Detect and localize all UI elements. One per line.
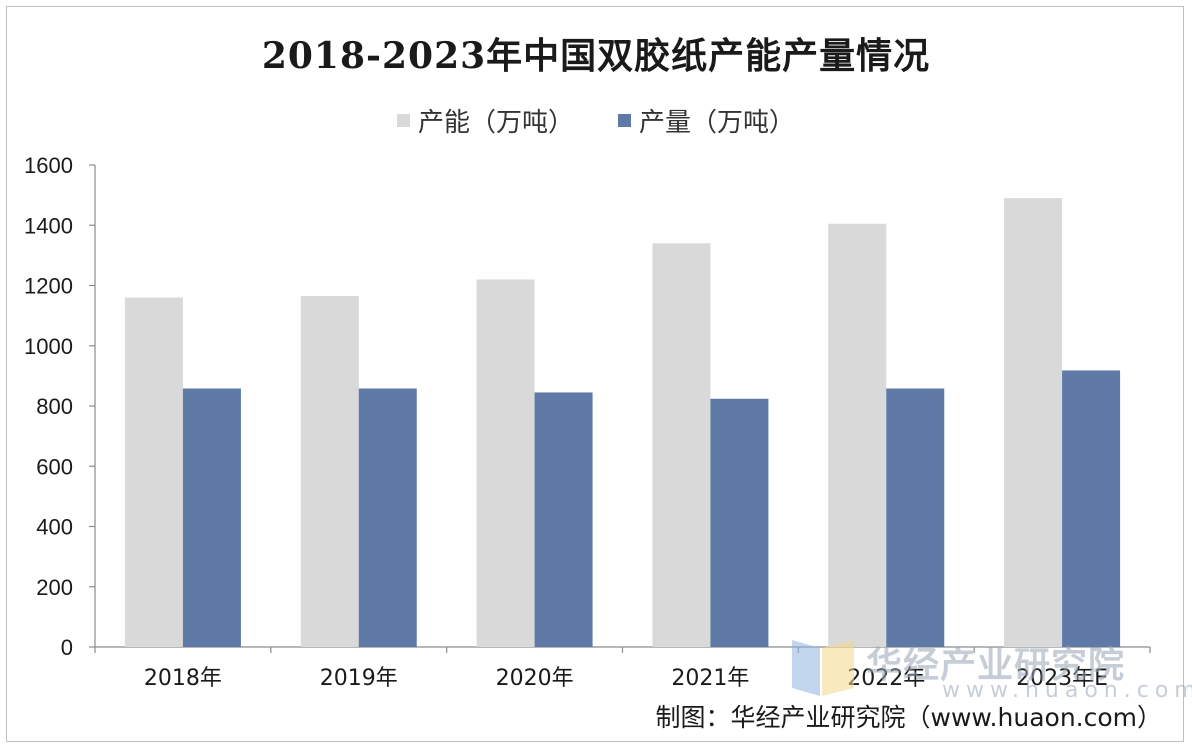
watermark-logo-icon: [792, 640, 854, 696]
x-tick-label: 2019年: [320, 666, 398, 691]
y-tick-label: 600: [36, 454, 73, 479]
bar-output: [358, 388, 417, 647]
y-tick-label: 400: [36, 515, 73, 540]
x-tick-label: 2022年: [847, 666, 925, 691]
chart-legend: 产能（万吨） 产量（万吨）: [0, 102, 1192, 139]
x-tick-label: 2021年: [671, 666, 749, 691]
legend-label-output: 产量（万吨）: [639, 108, 796, 138]
legend-swatch-capacity: [396, 114, 410, 127]
bar-capacity: [124, 297, 183, 647]
y-tick-label: 0: [61, 635, 73, 660]
bar-output: [886, 388, 945, 647]
bar-capacity: [1004, 198, 1063, 647]
y-tick-label: 1200: [24, 274, 73, 299]
source-note: 制图：华经产业研究院（www.huaon.com）: [655, 703, 1162, 732]
y-tick-label: 800: [36, 394, 73, 419]
y-tick-label: 1400: [24, 213, 73, 238]
chart-title: 2018-2023年中国双胶纸产能产量情况: [261, 35, 931, 77]
bar-capacity: [476, 279, 535, 647]
bar-output: [534, 392, 593, 647]
bar-capacity: [828, 223, 887, 647]
bar-output: [182, 388, 241, 647]
watermark: 华经产业研究院 www.huaon.com: [792, 638, 1192, 703]
bar-capacity: [300, 296, 359, 647]
y-tick-label: 1000: [24, 334, 73, 359]
legend-item-capacity: 产能（万吨）: [396, 102, 574, 139]
chart-frame: [6, 6, 1184, 742]
x-tick-label: 2020年: [496, 666, 574, 691]
watermark-text: 华经产业研究院: [866, 645, 1126, 686]
x-tick-label: 2018年: [144, 666, 222, 691]
legend-label-capacity: 产能（万吨）: [417, 108, 574, 138]
y-tick-label: 200: [36, 575, 73, 600]
x-tick-label: 2023年E: [1016, 666, 1108, 691]
watermark-url: www.huaon.com: [942, 678, 1192, 703]
bar-output: [1062, 370, 1121, 647]
bar-output: [710, 398, 769, 647]
bar-capacity: [652, 243, 711, 647]
legend-swatch-output: [618, 114, 631, 127]
legend-item-output: 产量（万吨）: [618, 102, 795, 139]
y-tick-label: 1600: [24, 153, 73, 178]
